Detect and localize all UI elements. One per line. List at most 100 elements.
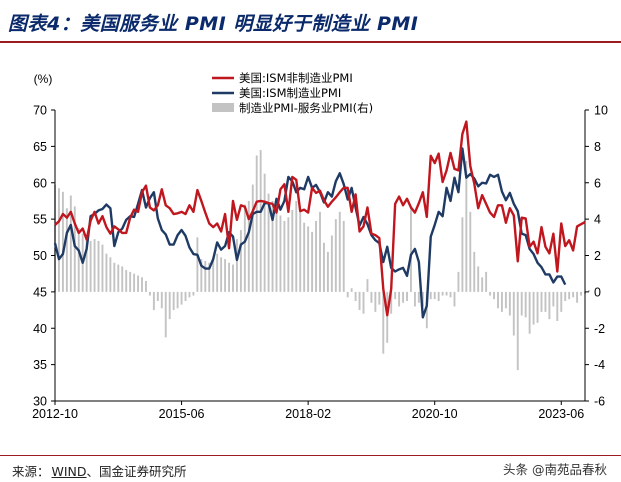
spread-bar: [524, 291, 527, 318]
spread-bar: [192, 291, 195, 296]
legend-swatch-spread: [212, 103, 234, 112]
spread-bar: [560, 291, 563, 312]
spread-bar: [65, 208, 68, 292]
spread-bar: [164, 291, 167, 338]
spread-bar: [303, 222, 306, 292]
spread-bar: [141, 277, 143, 292]
source-rest: 、国金证券研究所: [86, 464, 187, 479]
spread-bar: [184, 291, 187, 301]
spread-bar: [255, 155, 258, 292]
spread-bar: [196, 237, 199, 292]
x-tick-label: 2018-02: [285, 407, 331, 420]
spread-bar: [473, 251, 476, 292]
spread-bar: [283, 220, 286, 292]
services-series-line: [54, 120, 586, 317]
spread-bar: [500, 291, 503, 312]
spread-bar: [109, 257, 112, 292]
source-note: 来源： WIND、国金证券研究所: [12, 461, 187, 480]
spread-bar: [251, 184, 254, 292]
spread-bar: [406, 291, 408, 301]
spread-bar: [319, 211, 321, 292]
spread-bar: [489, 291, 492, 296]
spread-bar: [346, 291, 349, 298]
spread-bar: [271, 200, 274, 292]
spread-bar: [362, 291, 365, 314]
spread-bar: [433, 291, 436, 300]
left-axis-unit: (%): [34, 72, 53, 86]
spread-bar: [89, 240, 92, 292]
spread-bar: [93, 239, 96, 292]
spread-bar: [239, 230, 242, 292]
spread-bar: [117, 264, 120, 292]
spread-bar: [287, 217, 290, 292]
spread-bar: [453, 291, 456, 307]
source-wind-link[interactable]: WIND: [51, 464, 87, 479]
spread-bar: [370, 291, 373, 303]
spread-bar: [326, 251, 329, 292]
x-tick-label: 2012-10: [32, 407, 78, 420]
spread-bar: [152, 291, 155, 311]
left-tick-label: 65: [33, 140, 47, 154]
spread-bar: [58, 188, 60, 292]
spread-bar: [568, 291, 571, 300]
pmi-chart: 30 35 40 45 50 55 60 65 70 (%) -6 -4 -2 0 2 4 6 8 10 2012-1…: [32, 71, 608, 420]
spread-bar: [544, 291, 547, 312]
spread-bar: [137, 275, 140, 292]
spread-bar: [307, 226, 310, 292]
spread-bar: [235, 239, 238, 292]
spread-bar: [129, 271, 132, 292]
spread-bar: [548, 291, 551, 320]
spread-bar: [148, 291, 151, 296]
spread-bar: [552, 291, 555, 307]
manufacturing-series-line: [53, 147, 567, 319]
spread-bar: [212, 257, 215, 292]
spread-bar: [520, 291, 523, 316]
spread-bar: [208, 262, 211, 292]
watermark: 头条 @南苑品春秋: [503, 462, 607, 477]
spread-bar: [512, 291, 515, 336]
spread-bar: [342, 220, 345, 292]
spread-bar: [536, 291, 539, 323]
spread-bar: [101, 244, 104, 292]
spread-bar: [425, 291, 428, 329]
spread-bar: [133, 273, 136, 292]
left-tick-label: 35: [33, 358, 47, 372]
spread-bar: [291, 210, 294, 292]
left-tick-label: 45: [33, 285, 47, 299]
legend-label-manufacturing: 美国:ISM制造业PMI: [239, 86, 341, 100]
spread-bar: [113, 262, 116, 292]
right-tick-label: -6: [594, 395, 605, 409]
spread-bar: [295, 200, 298, 292]
spread-bar: [228, 262, 230, 292]
footer-divider: [0, 455, 621, 456]
left-tick-label: 70: [33, 104, 47, 118]
spread-bar: [232, 264, 234, 292]
spread-bar: [572, 291, 575, 298]
spread-bar: [437, 291, 440, 301]
spread-bar: [429, 291, 432, 300]
spread-bar: [224, 259, 227, 292]
spread-bar: [125, 270, 128, 292]
spread-bar: [366, 279, 369, 292]
x-tick-label: 2023-06: [538, 407, 584, 420]
spread-bar: [243, 204, 246, 292]
spread-bar: [350, 288, 353, 292]
spread-bar: [311, 231, 314, 292]
spread-bar: [493, 291, 495, 300]
pmi-lines: [53, 120, 586, 319]
right-tick-label: 2: [594, 249, 601, 263]
spread-bar: [358, 291, 361, 311]
spread-bar: [421, 291, 424, 307]
spread-bar: [461, 217, 464, 292]
spread-bar: [457, 271, 460, 292]
spread-bar: [374, 291, 377, 312]
spread-bar: [334, 219, 337, 292]
spread-bar: [85, 237, 88, 292]
left-tick-label: 60: [33, 176, 47, 190]
spread-bars: [54, 150, 590, 371]
right-tick-label: 4: [594, 213, 601, 227]
spread-bar: [160, 291, 163, 309]
spread-bar: [73, 206, 76, 292]
spread-bar: [588, 290, 590, 292]
left-tick-label: 40: [33, 322, 47, 336]
